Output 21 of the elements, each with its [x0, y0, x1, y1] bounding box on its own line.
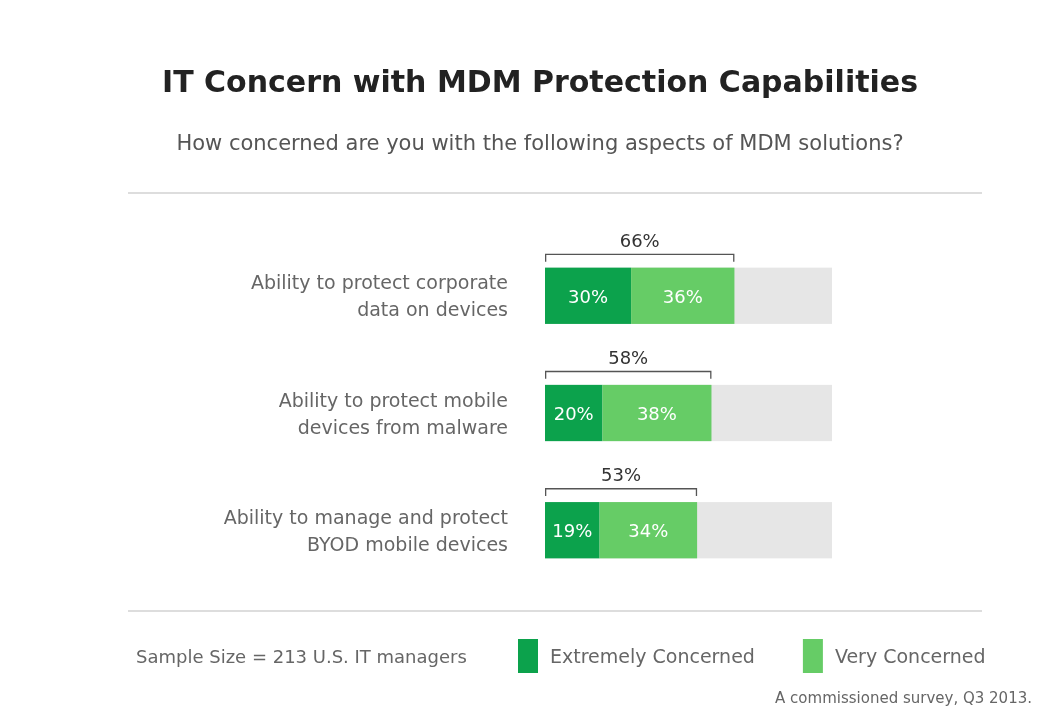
bar [545, 502, 600, 559]
total-label: 58% [608, 346, 649, 368]
data-label: 36% [662, 285, 703, 307]
chart-title: IT Concern with MDM Protection Capabilities [161, 64, 919, 99]
total-label: 53% [601, 464, 642, 486]
data-label: 20% [553, 403, 594, 424]
total-label: 66% [619, 229, 660, 251]
bar [545, 384, 603, 442]
legend-label: Very Concerned [834, 645, 986, 667]
y-tick-label: Ability to protect mobile devices from malware [278, 388, 508, 438]
y-tick-label: Ability to protect corporate data on devices [250, 271, 508, 321]
text: A commissioned survey, Q3 2013. [775, 689, 1032, 707]
data-label: 19% [552, 520, 593, 542]
data-label: 30% [568, 285, 609, 307]
y-tick-label: Ability to manage and protect BYOD mobile devices [223, 505, 508, 555]
data-label: 34% [628, 520, 669, 542]
data-label: 38% [636, 403, 677, 424]
text: Sample Size = 213 U.S. IT managers [136, 646, 467, 667]
bar [545, 267, 632, 324]
chart-subtitle: How concerned are you with the following aspects of MDM solutions? [176, 131, 904, 155]
legend-label: Extremely Concerned [550, 645, 755, 667]
